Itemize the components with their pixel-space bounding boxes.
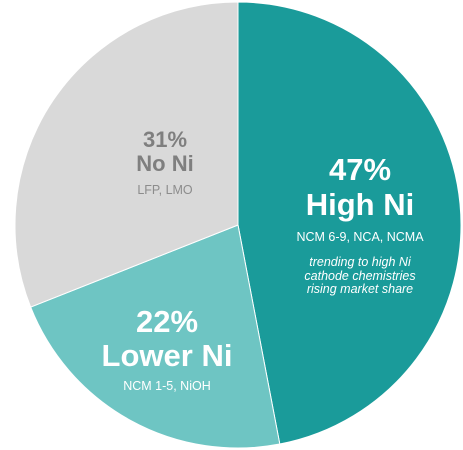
value-label-high-ni: 47% (328, 152, 392, 187)
pie-slice-high-ni (237, 1, 462, 445)
sublabel-no-ni: LFP, LMO (137, 183, 193, 197)
pie-slice-lower-ni (30, 224, 281, 449)
slice-name-lower-ni: Lower Ni (101, 338, 233, 373)
label-high-ni: 47% High Ni NCM 6-9, NCA, NCMA trending … (262, 154, 458, 296)
slice-name-no-ni: No Ni (136, 151, 194, 176)
value-label-no-ni: 31% (142, 127, 188, 152)
slice-name-high-ni: High Ni (305, 187, 415, 222)
label-no-ni: 31% No Ni LFP, LMO (110, 127, 220, 198)
label-lower-ni: 22% Lower Ni NCM 1-5, NiOH (92, 306, 242, 393)
note-high-ni: trending to high Ni cathode chemistries … (304, 255, 416, 296)
sublabel-lower-ni: NCM 1-5, NiOH (123, 379, 211, 393)
pie-slice-no-ni (14, 1, 239, 308)
sublabel-high-ni: NCM 6-9, NCA, NCMA (296, 230, 424, 244)
value-label-lower-ni: 22% (135, 304, 199, 339)
